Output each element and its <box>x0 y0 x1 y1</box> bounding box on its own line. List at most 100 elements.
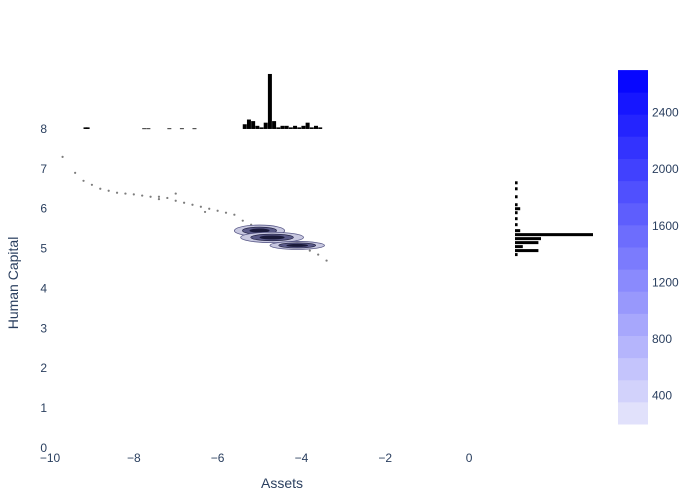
colorbar-tick-label: 2000 <box>652 162 679 176</box>
colorbar-band <box>618 70 648 93</box>
x-hist-bar <box>142 128 147 130</box>
y-hist-bar <box>515 223 518 227</box>
scatter-point <box>141 194 144 197</box>
colorbar-band <box>618 136 648 159</box>
scatter-point <box>99 187 102 190</box>
colorbar-band <box>618 313 648 336</box>
x-hist-bar <box>288 127 293 129</box>
y-hist-bar <box>515 245 523 249</box>
x-hist-bar <box>251 121 256 129</box>
scatter-point <box>115 191 119 194</box>
y-tick-label: 4 <box>40 281 47 295</box>
x-hist-bar <box>255 125 260 129</box>
colorbar-band <box>618 379 648 403</box>
scatter-point <box>308 249 311 252</box>
x-hist-bar <box>314 125 318 129</box>
scatter-point <box>132 193 135 196</box>
colorbar-band <box>618 202 648 226</box>
x-hist-bar <box>297 127 302 129</box>
x-hist-bar <box>318 127 323 129</box>
colorbar-band <box>618 92 648 115</box>
scatter-point <box>325 259 328 262</box>
y-tick-label: 6 <box>40 202 47 216</box>
scatter-point <box>191 203 194 206</box>
y-hist-bar <box>515 211 518 215</box>
x-hist-bar <box>83 127 88 129</box>
y-hist-bar <box>515 195 518 199</box>
scatter-point <box>82 179 85 182</box>
y-axis-title: Human Capital <box>5 237 21 330</box>
scatter-point <box>216 209 219 212</box>
x-tick-label: −6 <box>211 451 225 465</box>
scatter-point <box>241 219 244 222</box>
x-hist-bar <box>309 127 314 129</box>
colorbar-band <box>618 335 648 359</box>
scatter-point <box>166 196 169 200</box>
y-tick-label: 5 <box>40 242 47 256</box>
colorbar-band <box>618 269 648 292</box>
y-hist-bar <box>515 207 521 211</box>
scatter-point <box>174 199 177 202</box>
scatter-point <box>157 195 161 198</box>
x-hist-bar <box>259 127 264 129</box>
scatter-point <box>157 198 161 201</box>
x-tick-label: −10 <box>40 451 61 465</box>
colorbar-band <box>618 247 648 270</box>
x-marginal-histogram <box>83 73 323 130</box>
x-hist-bar <box>246 119 251 129</box>
colorbar-band <box>618 401 648 425</box>
main-plot-area <box>61 155 328 262</box>
colorbar-band <box>618 158 648 182</box>
x-hist-bar <box>267 73 272 129</box>
x-hist-bar <box>305 122 310 129</box>
y-hist-bar <box>515 187 518 191</box>
colorbar: 400 800 1200 1600 2000 2400 <box>618 69 679 425</box>
y-hist-bar <box>515 181 518 185</box>
y-hist-bar <box>515 237 541 241</box>
x-hist-bar <box>192 128 197 130</box>
y-tick-label: 2 <box>40 361 47 375</box>
y-tick-label: 1 <box>40 401 47 415</box>
scatter-point <box>224 211 228 214</box>
y-hist-bar <box>515 253 518 257</box>
x-hist-bar <box>280 125 285 129</box>
scatter-point <box>90 183 94 186</box>
scatter-point <box>182 201 186 204</box>
scatter-point <box>233 213 236 216</box>
y-hist-bar <box>515 217 518 221</box>
x-axis-ticks: −10 −8 −6 −4 −2 0 <box>40 451 473 465</box>
y-hist-bar <box>515 203 518 207</box>
colorbar-tick-label: 1600 <box>652 219 679 233</box>
density-contour-core <box>249 228 270 233</box>
density-contour-core <box>286 243 309 247</box>
density-contour-group <box>240 231 304 244</box>
x-hist-bar <box>242 124 247 129</box>
scatter-point <box>203 210 207 214</box>
scatter-point <box>61 155 64 158</box>
scatter-point <box>199 205 202 208</box>
colorbar-tick-label: 400 <box>652 389 672 403</box>
scatter-point <box>107 189 110 192</box>
x-tick-label: −4 <box>295 451 309 465</box>
x-hist-bar <box>146 128 151 130</box>
colorbar-band <box>618 180 648 204</box>
colorbar-tick-label: 2400 <box>652 105 679 119</box>
colorbar-band <box>618 114 648 137</box>
y-tick-label: 7 <box>40 162 47 176</box>
y-hist-bar <box>515 241 539 245</box>
colorbar-band <box>618 291 648 314</box>
x-hist-bar <box>179 128 184 130</box>
y-tick-label: 0 <box>40 441 47 455</box>
x-hist-bar <box>263 122 268 129</box>
x-axis-title: Assets <box>261 475 303 491</box>
x-hist-bar <box>293 125 298 129</box>
colorbar-tick-label: 800 <box>652 332 672 346</box>
scatter-point <box>74 171 77 174</box>
y-hist-bar <box>515 233 593 237</box>
y-tick-label: 3 <box>40 321 47 335</box>
colorbar-band <box>618 224 648 248</box>
x-hist-bar <box>276 127 281 129</box>
y-hist-bar <box>515 229 521 233</box>
